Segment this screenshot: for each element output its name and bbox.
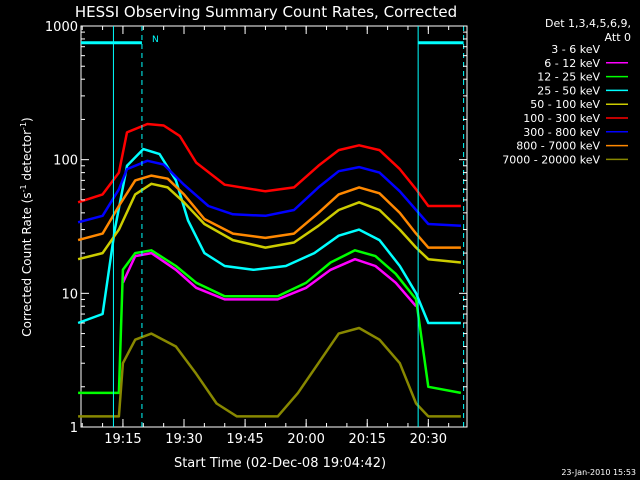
x-tick-label: 20:30 — [410, 432, 447, 447]
series-line — [78, 326, 461, 418]
legend-label: 7000 - 20000 keV — [502, 153, 600, 166]
axis-layer: 19:15 19:30 19:45 20:00 20:15 20:30 1 10 100 1000 — [45, 20, 467, 447]
render-timestamp: 23-Jan-2010 15:53 — [561, 468, 636, 477]
y-tick-label: 1 — [70, 421, 78, 436]
legend-label: 12 - 25 keV — [537, 71, 600, 84]
y-tick-label: 1000 — [45, 20, 78, 35]
legend-label: 3 - 6 keV — [551, 43, 600, 56]
y-label-sup2: -1 — [19, 122, 28, 130]
series-line — [77, 159, 461, 228]
marker-layer — [81, 26, 465, 427]
legend-label: 25 - 50 keV — [537, 84, 600, 97]
series-line — [78, 298, 461, 395]
series-layer — [77, 122, 462, 418]
x-tick-label: 19:15 — [104, 432, 141, 447]
series-line — [121, 251, 418, 308]
legend-header-line1: Det 1,3,4,5,6,9, — [545, 17, 631, 30]
series-line — [77, 174, 461, 249]
series-line — [77, 122, 461, 208]
y-axis-label: Corrected Count Rate (s-1 detector-1) — [19, 117, 34, 336]
legend-label: 100 - 300 keV — [523, 112, 600, 125]
series-line — [78, 249, 462, 395]
series-line — [77, 182, 462, 264]
y-label-end: ) — [20, 117, 34, 122]
y-label-sup1: -1 — [19, 184, 28, 192]
legend-label: 6 - 12 keV — [544, 57, 600, 70]
series-line — [77, 147, 461, 325]
chart-title: HESSI Observing Summary Count Rates, Cor… — [75, 3, 457, 21]
night-marker: N — [152, 35, 159, 45]
legend-label: 800 - 7000 keV — [516, 140, 600, 153]
x-axis-label: Start Time (02-Dec-08 19:04:42) — [174, 456, 386, 471]
x-tick-label: 20:00 — [287, 432, 324, 447]
y-label-main: Corrected Count Rate (s — [20, 192, 34, 336]
plot-frame — [80, 25, 468, 428]
y-label-mid: detector — [20, 130, 34, 185]
legend-label: 300 - 800 keV — [523, 126, 600, 139]
legend-header-line2: Att 0 — [605, 31, 631, 44]
y-tick-label: 10 — [61, 287, 78, 302]
x-tick-label: 19:30 — [165, 432, 202, 447]
x-tick-label: 20:15 — [349, 432, 386, 447]
legend-label: 50 - 100 keV — [530, 98, 600, 111]
x-tick-label: 19:45 — [226, 432, 263, 447]
y-tick-label: 100 — [53, 154, 78, 169]
